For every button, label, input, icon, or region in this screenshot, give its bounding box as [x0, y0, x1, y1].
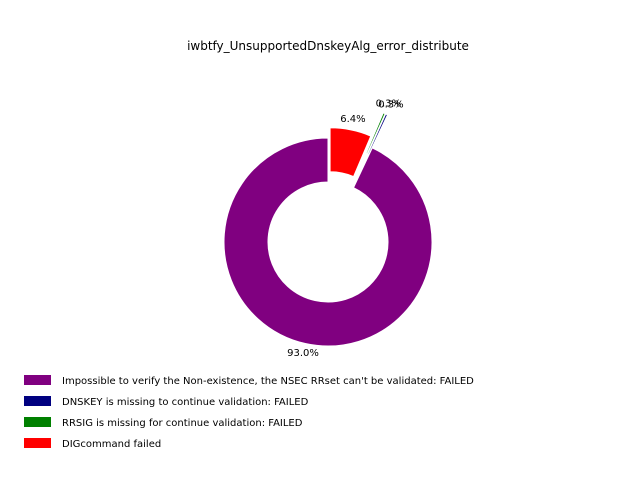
slice-percent-label: 6.4%: [340, 114, 365, 125]
pie-slices: [223, 112, 433, 347]
pie-slice: [365, 112, 386, 155]
legend-label: DNSKEY is missing to continue validation…: [62, 397, 309, 408]
slice-percent-label: 93.0%: [287, 348, 319, 359]
legend: Impossible to verify the Non-existence, …: [24, 375, 474, 450]
legend-swatch: [24, 375, 51, 385]
legend-swatch: [24, 396, 51, 406]
legend-label: RRSIG is missing for continue validation…: [62, 418, 303, 429]
slice-percent-label: 0.3%: [376, 98, 401, 109]
slice-percent-label: 0.3%: [378, 99, 403, 110]
pie-slice: [329, 127, 372, 178]
legend-label: DIGcommand failed: [62, 439, 161, 450]
chart-title: iwbtfy_UnsupportedDnskeyAlg_error_distri…: [187, 39, 469, 53]
percent-labels: 93.0%0.3%0.3%6.4%: [287, 98, 403, 359]
legend-swatch: [24, 438, 51, 448]
pie-slice: [223, 137, 433, 347]
legend-swatch: [24, 417, 51, 427]
legend-label: Impossible to verify the Non-existence, …: [62, 376, 474, 387]
pie-slice: [367, 113, 389, 156]
